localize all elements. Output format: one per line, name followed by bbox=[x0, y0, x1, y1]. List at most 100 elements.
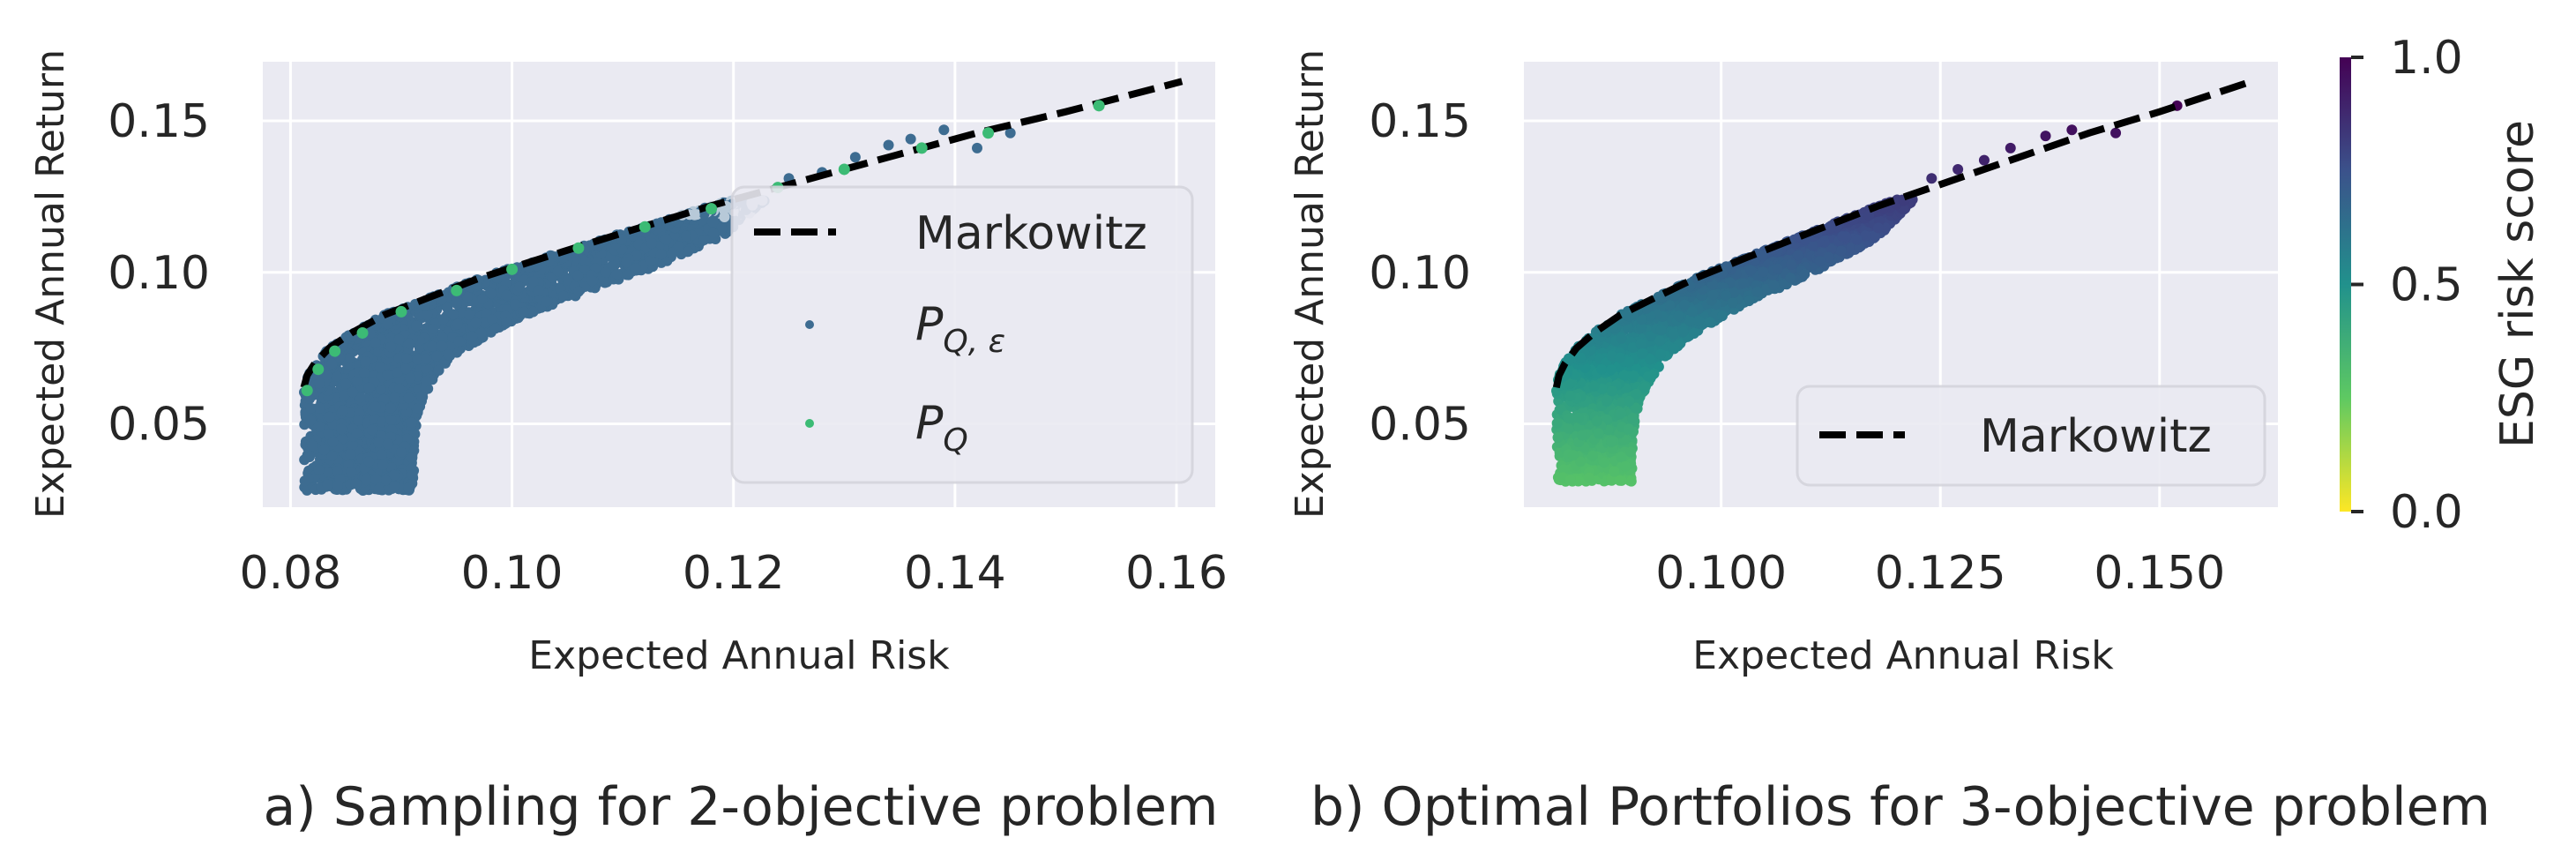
scatter-point bbox=[389, 481, 400, 492]
scatter-point bbox=[501, 289, 512, 301]
scatter-point bbox=[427, 340, 438, 352]
scatter-point bbox=[321, 466, 332, 477]
scatter-point bbox=[370, 474, 382, 485]
scatter-point bbox=[393, 383, 405, 394]
scatter-point bbox=[323, 429, 334, 440]
scatter-point bbox=[464, 309, 475, 320]
scatter-point bbox=[527, 306, 539, 318]
scatter-point bbox=[600, 266, 611, 278]
y-tick-label: 0.05 bbox=[108, 399, 210, 452]
pq-point bbox=[1093, 100, 1105, 112]
scatter-point bbox=[414, 342, 425, 354]
scatter-point bbox=[305, 402, 317, 414]
scatter-point bbox=[428, 323, 439, 334]
scatter-point bbox=[337, 405, 348, 416]
scatter-point bbox=[346, 467, 357, 478]
pq-point bbox=[982, 127, 995, 139]
scatter-point bbox=[708, 228, 720, 239]
scatter-point bbox=[340, 378, 352, 390]
x-axis-label-a: Expected Annual Risk bbox=[528, 633, 950, 678]
pq-point bbox=[312, 363, 325, 376]
pq-point bbox=[706, 203, 718, 215]
scatter-point bbox=[573, 286, 585, 297]
scatter-point bbox=[412, 354, 423, 365]
scatter-point bbox=[621, 257, 632, 268]
scatter-point bbox=[607, 260, 618, 272]
scatter-point bbox=[413, 402, 424, 414]
scatter-point bbox=[707, 216, 719, 228]
scatter-point bbox=[534, 285, 544, 296]
scatter-point bbox=[347, 386, 358, 398]
scatter-point bbox=[698, 235, 710, 245]
x-tick-label: 0.08 bbox=[240, 547, 342, 600]
scatter-outlier bbox=[1004, 127, 1016, 138]
scatter-point bbox=[377, 460, 389, 470]
scatter-point bbox=[389, 393, 400, 403]
legend-pqe-marker-a bbox=[805, 320, 814, 329]
y-tick-label: 0.10 bbox=[108, 247, 210, 300]
scatter-point bbox=[630, 263, 641, 274]
scatter-point bbox=[501, 317, 512, 328]
scatter-point bbox=[407, 417, 417, 429]
scatter-point bbox=[447, 309, 459, 320]
y-tick-label: 0.15 bbox=[108, 95, 210, 148]
scatter-point bbox=[370, 401, 381, 412]
scatter-point bbox=[314, 402, 325, 414]
scatter-point bbox=[514, 281, 526, 293]
subplot-b: 0.100 0.125 0.150 0.050.100.15 Expected An… bbox=[1288, 32, 2544, 838]
scatter-point bbox=[326, 358, 338, 370]
scatter-point bbox=[510, 299, 521, 310]
scatter-point bbox=[353, 415, 363, 426]
scatter-point bbox=[661, 234, 672, 245]
scatter-point bbox=[373, 437, 385, 448]
scatter-point bbox=[363, 456, 375, 467]
scatter-point bbox=[421, 376, 432, 387]
scatter-outlier bbox=[883, 139, 894, 151]
scatter-point bbox=[401, 353, 413, 364]
scatter-point bbox=[655, 249, 667, 260]
y-tick-labels-a: 0.05 0.10 0.15 bbox=[108, 95, 210, 452]
scatter-point bbox=[385, 341, 397, 353]
scatter-point bbox=[563, 274, 574, 286]
x-tick-labels-a: 0.08 0.10 0.12 0.14 0.16 bbox=[240, 547, 1228, 600]
scatter-point bbox=[421, 353, 432, 364]
caption-a: a) Sampling for 2-objective problem bbox=[264, 776, 1219, 838]
scatter-point bbox=[719, 212, 730, 222]
scatter-outlier bbox=[972, 142, 982, 153]
scatter-point bbox=[646, 237, 658, 249]
scatter-point bbox=[345, 449, 356, 460]
x-tick-label: 0.10 bbox=[461, 547, 564, 600]
x-tick-label: 0.16 bbox=[1125, 547, 1228, 600]
scatter-point bbox=[442, 302, 452, 312]
scatter-point bbox=[489, 323, 501, 334]
scatter-point bbox=[541, 296, 552, 307]
scatter-point bbox=[528, 276, 540, 288]
legend-pqe-label-a: PQ, ε bbox=[915, 298, 1005, 360]
scatter-point bbox=[579, 256, 591, 267]
scatter-point bbox=[519, 306, 530, 318]
scatter-point bbox=[431, 350, 443, 362]
scatter-point bbox=[407, 452, 418, 463]
scatter-point bbox=[385, 415, 397, 425]
scatter-point bbox=[485, 288, 497, 299]
pq-point bbox=[915, 142, 928, 154]
scatter-point bbox=[396, 446, 407, 458]
scatter-point bbox=[318, 445, 330, 456]
scatter-point bbox=[666, 247, 677, 258]
scatter-point bbox=[683, 246, 694, 258]
scatter-point bbox=[385, 402, 397, 414]
scatter-point bbox=[1558, 464, 1570, 475]
scatter-point bbox=[305, 415, 317, 426]
scatter-point bbox=[393, 333, 405, 345]
scatter-point bbox=[373, 483, 385, 495]
pq-point bbox=[838, 163, 850, 176]
scatter-point bbox=[339, 390, 350, 401]
x-tick-label: 0.14 bbox=[904, 547, 1006, 600]
scatter-point bbox=[370, 337, 381, 348]
scatter-point bbox=[376, 384, 386, 395]
scatter-point bbox=[437, 332, 448, 343]
scatter-point bbox=[407, 469, 418, 481]
pq-point bbox=[506, 263, 519, 275]
scatter-point bbox=[366, 424, 377, 436]
